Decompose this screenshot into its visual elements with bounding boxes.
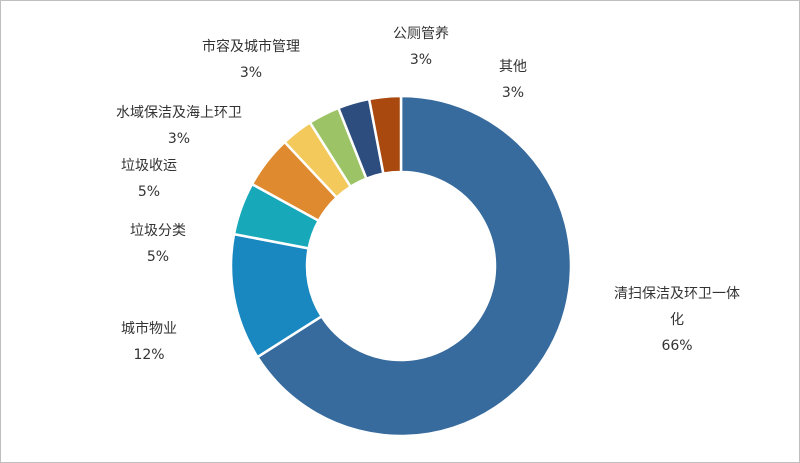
slice-value-label: 3%: [168, 131, 190, 147]
slice-category-label: 水域保洁及海上环卫: [116, 105, 242, 121]
slice-category-label: 公厕管养: [393, 26, 449, 42]
slice-value-label: 5%: [138, 184, 160, 200]
slice-category-label: 垃圾分类: [130, 223, 186, 239]
slice-category-label: 其他: [499, 59, 527, 75]
slice-8: [367, 94, 403, 175]
slice-value-label: 3%: [410, 52, 432, 68]
slice-category-label: 城市物业: [121, 320, 177, 337]
slices: [229, 94, 573, 438]
slice-value-label: 3%: [502, 85, 524, 101]
slice-value-label: 12%: [133, 347, 164, 363]
slice-1: [256, 94, 573, 438]
slice-category-label: 化: [670, 312, 684, 328]
slice-value-label: 5%: [147, 249, 169, 265]
slice-category-label: 市容及城市管理: [202, 38, 300, 55]
slice-category-label: 垃圾收运: [121, 158, 177, 174]
slice-value-label: 3%: [240, 65, 262, 81]
slice-category-label: 清扫保洁及环卫一体: [614, 286, 740, 302]
slice-value-label: 66%: [661, 338, 692, 354]
